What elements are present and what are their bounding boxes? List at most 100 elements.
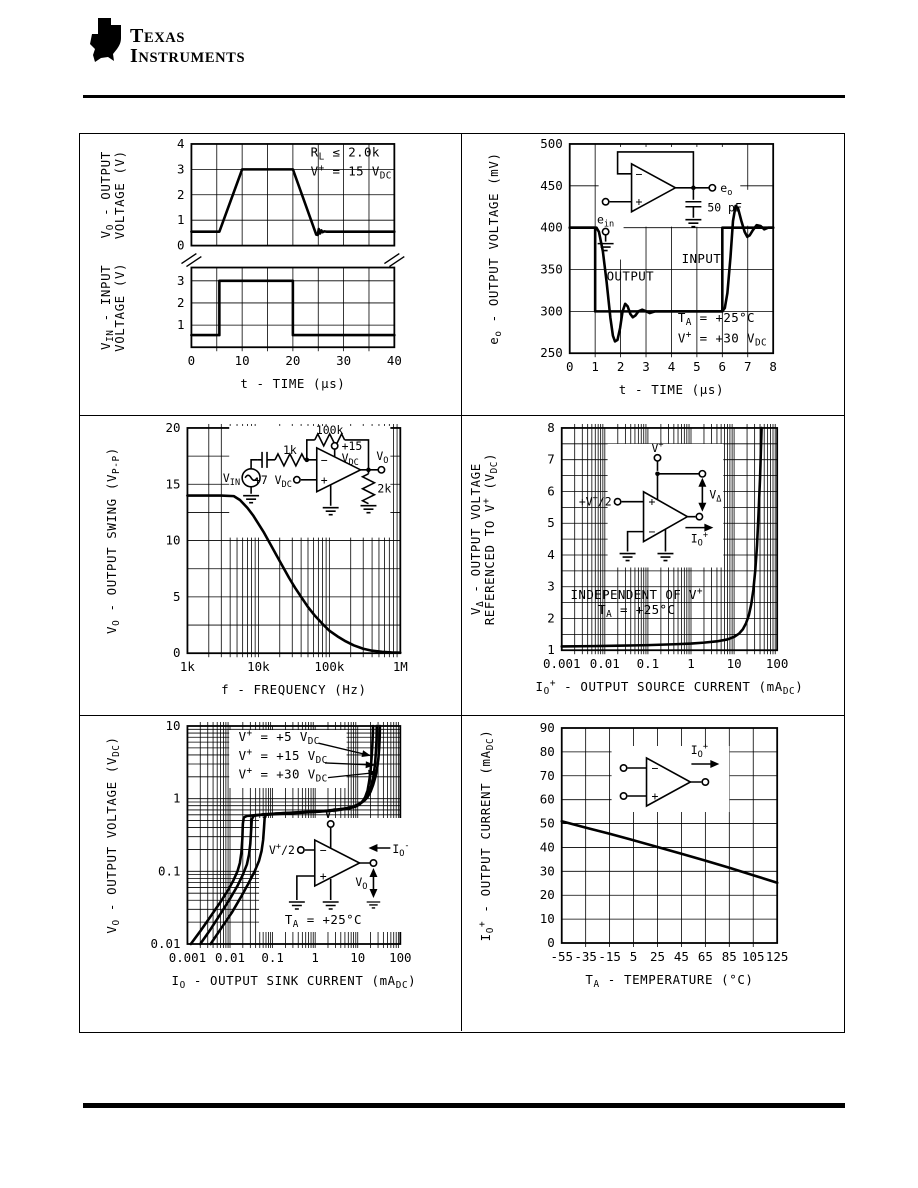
svg-text:10: 10 (166, 718, 181, 733)
opamp-icon (642, 490, 690, 543)
svg-text:−: − (652, 761, 659, 775)
header-rule (83, 95, 845, 98)
brand-line2: INSTRUMENTS (130, 45, 246, 68)
input-label: +V+/2 (579, 494, 612, 509)
svg-text:10: 10 (727, 656, 742, 671)
svg-text:80: 80 (540, 744, 555, 759)
svg-text:100: 100 (766, 656, 789, 671)
svg-text:V+ = +30 VDC: V+ = +30 VDC (678, 329, 767, 348)
vplus-terminal-icon (653, 453, 662, 462)
svg-text:0: 0 (188, 353, 195, 368)
opamp-icon (645, 756, 693, 808)
svg-text:4: 4 (547, 547, 555, 562)
svg-text:125: 125 (766, 949, 789, 964)
vin-label: VIN (223, 471, 240, 488)
svg-text:30: 30 (540, 863, 555, 878)
svg-text:5: 5 (693, 359, 701, 374)
svg-text:RL ≤ 2.0k: RL ≤ 2.0k (311, 145, 380, 163)
svg-text:2: 2 (177, 295, 184, 310)
source-current-cell: + − V+ +V+/2 VΔ IO (462, 416, 844, 716)
svg-text:0.1: 0.1 (158, 863, 180, 878)
svg-text:0.01: 0.01 (590, 656, 620, 671)
svg-text:−: − (321, 453, 328, 467)
svg-text:V+ = 15 VDC: V+ = 15 VDC (311, 163, 392, 182)
svg-text:2: 2 (177, 187, 184, 202)
svg-text:+: + (652, 789, 659, 803)
svg-text:1: 1 (177, 212, 184, 227)
svg-text:85: 85 (722, 949, 737, 964)
svg-text:VΔ - OUTPUT VOLTAGE: VΔ - OUTPUT VOLTAGE (468, 463, 486, 615)
ground-icon (243, 494, 260, 504)
svg-text:105: 105 (742, 949, 765, 964)
voltage-follower-circuit-inset: − + eo ein 50 pF (597, 146, 754, 260)
ground-icon (366, 901, 381, 909)
vplus-label: V+ (651, 440, 663, 455)
io-label: IO+ (691, 742, 708, 760)
output-terminal-icon (708, 183, 717, 192)
svg-text:10: 10 (350, 950, 365, 965)
svg-text:100: 100 (389, 950, 411, 965)
opamp-icon (630, 162, 678, 214)
ground-icon (619, 552, 636, 562)
frequency-response-cell: − + VIN 1k 100k +15 VDC +7 VDC V (80, 416, 462, 716)
svg-text:6: 6 (547, 483, 555, 498)
svg-text:ti: ti (97, 28, 111, 54)
arrow-down-icon (698, 502, 707, 512)
input-terminal-icon (613, 497, 622, 506)
output-terminal-icon (695, 512, 704, 521)
svg-text:V+ = +30 VDC: V+ = +30 VDC (239, 765, 328, 784)
svg-text:VO - OUTPUT: VO - OUTPUT (98, 151, 116, 238)
svg-text:8: 8 (547, 420, 555, 435)
svg-text:100k: 100k (314, 659, 344, 674)
svg-text:INPUT: INPUT (682, 251, 722, 266)
frequency-response-chart: − + VIN 1k 100k +15 VDC +7 VDC V (104, 420, 408, 697)
svg-text:60: 60 (540, 792, 555, 807)
output-terminal-icon (377, 465, 386, 474)
arrow-right-icon (710, 760, 720, 768)
opamp-icon (315, 446, 363, 494)
svg-text:VOLTAGE (V): VOLTAGE (V) (112, 150, 127, 239)
svg-text:0: 0 (177, 238, 184, 253)
input-terminal-icon (601, 197, 610, 206)
svg-text:10k: 10k (247, 659, 270, 674)
input-terminal-icon (296, 846, 305, 855)
rl-label: 2k (377, 482, 391, 496)
svg-text:400: 400 (540, 220, 563, 235)
r1-label: 1k (283, 443, 297, 457)
small-signal-response-chart: − + eo ein 50 pF OUTPUT INPUT TA = +25°CV+… (486, 136, 777, 397)
source-test-circuit-inset: + − V+ +V+/2 VΔ IO (579, 440, 724, 568)
svg-text:2: 2 (617, 359, 625, 374)
svg-text:VO - OUTPUT VOLTAGE (VDC): VO - OUTPUT VOLTAGE (VDC) (104, 736, 122, 933)
svg-text:45: 45 (674, 949, 689, 964)
svg-text:10: 10 (166, 533, 181, 548)
svg-text:−: − (320, 843, 327, 857)
arrow-right-icon (704, 523, 714, 532)
svg-text:-35: -35 (574, 949, 597, 964)
svg-text:1: 1 (177, 317, 184, 332)
ground-icon (288, 901, 305, 910)
svg-text:10: 10 (540, 911, 555, 926)
svg-text:90: 90 (540, 720, 555, 735)
sink-test-circuit-inset: − + V+/2 V+ IO- VO (259, 806, 410, 932)
inverting-amp-circuit-inset: − + VIN 1k 100k +15 VDC +7 VDC V (223, 423, 391, 538)
svg-text:4: 4 (177, 136, 184, 151)
input-label: V+/2 (269, 842, 295, 857)
svg-text:0.001: 0.001 (543, 656, 581, 671)
sink-current-cell: − + V+/2 V+ IO- VO (80, 716, 462, 1031)
svg-text:350: 350 (540, 262, 563, 277)
vo-label: VO (376, 449, 388, 466)
input-terminal-icon (619, 763, 628, 772)
opamp-symbol-inset: − + IO+ (611, 742, 730, 812)
svg-text:3: 3 (547, 579, 555, 594)
arrow-up-icon (698, 477, 707, 487)
svg-text:OUTPUT: OUTPUT (607, 268, 655, 283)
footer-rule (83, 1103, 845, 1108)
brand-wordmark: TEXAS INSTRUMENTS (130, 26, 245, 67)
svg-text:250: 250 (540, 345, 563, 360)
sink-current-chart: − + V+/2 V+ IO- VO (104, 718, 416, 991)
svg-text:40: 40 (387, 353, 402, 368)
ground-icon (322, 901, 339, 910)
svg-text:t - TIME (µs): t - TIME (µs) (619, 382, 724, 397)
resistor-icon (274, 452, 306, 468)
svg-text:65: 65 (698, 949, 713, 964)
